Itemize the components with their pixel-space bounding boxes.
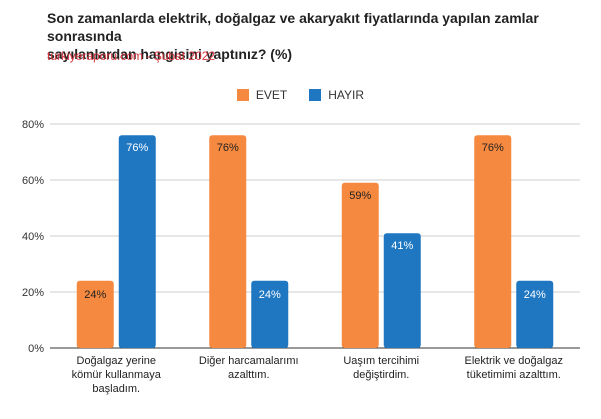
x-category-label-line: Doğalgaz yerine <box>77 355 157 367</box>
y-tick-label: 80% <box>22 119 44 131</box>
x-category-label-line: değiştirdim. <box>353 369 409 381</box>
legend-item-evet: EVET <box>236 88 288 102</box>
chart-subtitle: turkiyeraporu.com - Şubat 2022 <box>47 49 216 63</box>
data-label-evet: 76% <box>482 142 504 154</box>
bar-evet <box>341 182 379 348</box>
x-category-label: Diğer harcamalarımı azalttım. <box>199 355 299 381</box>
data-label-hayir: 24% <box>259 289 281 301</box>
y-tick-label: 20% <box>22 287 44 299</box>
bar-evet <box>474 135 512 348</box>
legend-item-hayir: HAYIR <box>309 88 364 102</box>
bar-evet <box>209 135 247 348</box>
bar-hayir <box>118 135 156 348</box>
x-category-label-line: başladım. <box>92 383 140 395</box>
x-category-label-line: azalttım. <box>228 369 270 381</box>
data-label-evet: 76% <box>217 142 239 154</box>
bar-hayir <box>383 233 421 348</box>
x-category-label: Uaşım tercihimi değiştirdim. <box>343 355 419 381</box>
chart-title-line-1: Son zamanlarda elektrik, doğalgaz ve aka… <box>47 10 539 44</box>
x-category-label-line: tüketimimi azalttım. <box>467 369 561 381</box>
y-tick-label: 40% <box>22 231 44 243</box>
chart-title-line-2: sayılanlardan hangisini yaptınız? (%) <box>47 46 293 62</box>
legend-swatch-evet <box>236 89 249 101</box>
chart-title: Son zamanlarda elektrik, doğalgaz ve aka… <box>47 9 597 63</box>
y-tick-label: 0% <box>28 343 44 355</box>
data-label-evet: 59% <box>349 190 371 202</box>
bar-hayir <box>516 280 554 348</box>
legend-swatch-hayir <box>309 89 322 101</box>
x-category-label-line: Elektrik ve doğalgaz <box>465 355 563 367</box>
legend-label-hayir: HAYIR <box>328 88 365 102</box>
x-category-label-line: Uaşım tercihimi <box>343 355 419 367</box>
data-label-hayir: 24% <box>524 289 546 301</box>
data-label-hayir: 76% <box>126 142 148 154</box>
y-tick-label: 60% <box>22 175 44 187</box>
x-category-label: Elektrik ve doğalgaz tüketimimi azalttım. <box>465 355 563 381</box>
legend-label-evet: EVET <box>255 88 288 102</box>
data-label-evet: 24% <box>84 289 106 301</box>
legend: EVET HAYIR <box>0 88 601 102</box>
x-category-label-line: Diğer harcamalarımı <box>199 355 299 367</box>
bar-evet <box>76 280 114 348</box>
bar-hayir <box>251 280 289 348</box>
x-category-label-line: kömür kullanmaya <box>72 369 162 381</box>
x-category-label: Doğalgaz yerine kömür kullanmaya başladım. <box>72 355 162 395</box>
data-label-hayir: 41% <box>391 240 413 252</box>
